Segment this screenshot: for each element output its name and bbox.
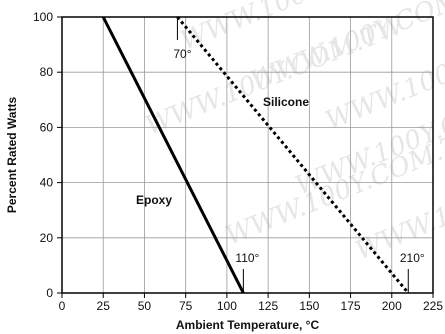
x-tick-label: 25 <box>97 299 111 313</box>
x-tick-label: 175 <box>341 299 361 313</box>
x-tick-label: 0 <box>59 299 66 313</box>
y-tick-label: 80 <box>40 65 54 79</box>
x-tick-label: 100 <box>217 299 237 313</box>
x-tick-label: 75 <box>179 299 193 313</box>
annotation-layer: Epoxy Silicone 70° 110° 210° <box>136 17 425 293</box>
plot-frame <box>61 16 434 294</box>
watermark-layer: WWW.100Y.COM.TWWWW.100Y.COM.TWWWW.100Y.C… <box>141 0 445 266</box>
y-tick-label: 100 <box>33 10 53 24</box>
series-line-epoxy <box>101 16 245 294</box>
x-tick-label: 200 <box>382 299 402 313</box>
series-layer <box>101 16 410 294</box>
y-tick-label: 20 <box>40 231 54 245</box>
y-tick-label: 40 <box>40 176 54 190</box>
y-tick-label: 0 <box>46 286 53 300</box>
x-tick-label: 50 <box>138 299 152 313</box>
series-label-epoxy: Epoxy <box>136 193 172 207</box>
grid <box>62 17 433 293</box>
x-tick-label: 125 <box>258 299 278 313</box>
y-tick-label: 60 <box>40 120 54 134</box>
annotation-label: 110° <box>235 251 259 265</box>
annotation-label: 210° <box>400 251 425 265</box>
x-axis-title: Ambient Temperature, °C <box>176 318 320 332</box>
y-axis-ticks: 0 20 40 60 80 100 <box>33 10 62 300</box>
series-label-silicone: Silicone <box>263 95 309 109</box>
y-axis-title: Percent Rated Watts <box>5 97 19 214</box>
x-tick-label: 150 <box>299 299 319 313</box>
x-axis-ticks: 0 25 50 75 100 125 150 175 200 225 <box>59 293 443 313</box>
annotation-label: 70° <box>173 47 191 61</box>
x-tick-label: 225 <box>423 299 443 313</box>
